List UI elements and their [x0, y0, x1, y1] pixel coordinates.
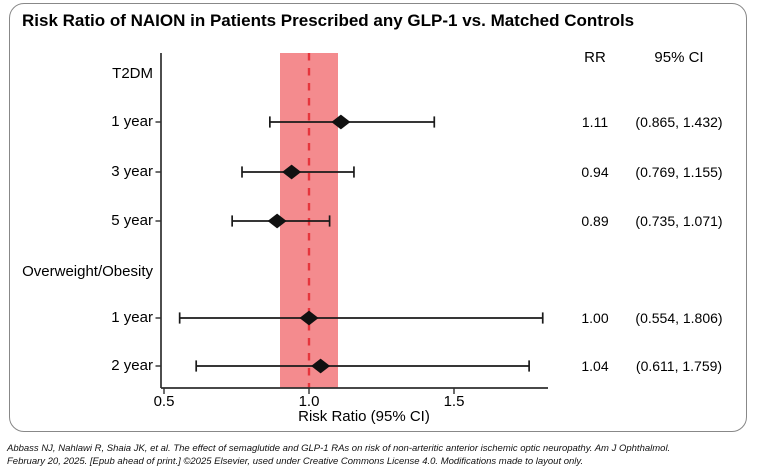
row-label: 2 year [111, 357, 153, 374]
rr-value: 0.89 [581, 213, 609, 229]
row-label: 1 year [111, 309, 153, 326]
point-estimate-diamond [331, 114, 351, 130]
ci-value: (0.735, 1.071) [635, 213, 723, 229]
citation-footer: Abbass NJ, Nahlawi R, Shaia JK, et al. T… [7, 442, 757, 468]
ci-value: (0.865, 1.432) [635, 114, 723, 130]
ci-value: (0.554, 1.806) [635, 310, 723, 326]
figure-border-box [9, 3, 747, 432]
ci-value: (0.611, 1.759) [635, 358, 723, 374]
ci-column-header: 95% CI [654, 49, 704, 66]
citation-line-1: Abbass NJ, Nahlawi R, Shaia JK, et al. T… [7, 443, 671, 454]
group-label: Overweight/Obesity [22, 263, 153, 280]
x-tick-label: 0.5 [153, 393, 175, 410]
x-axis-title: Risk Ratio (95% CI) [298, 408, 430, 425]
row-label: 3 year [111, 163, 153, 180]
point-estimate-diamond [299, 310, 319, 326]
citation-line-2: February 20, 2025. [Epub ahead of print.… [7, 456, 584, 467]
row-label: 1 year [111, 113, 153, 130]
chart-title: Risk Ratio of NAION in Patients Prescrib… [22, 11, 635, 30]
point-estimate-diamond [282, 164, 302, 180]
ci-value: (0.769, 1.155) [635, 164, 723, 180]
rr-value: 1.00 [581, 310, 609, 326]
rr-value: 1.04 [581, 358, 609, 374]
rr-value: 1.11 [581, 114, 609, 130]
rr-value: 0.94 [581, 164, 609, 180]
point-estimate-diamond [311, 358, 331, 374]
point-estimate-diamond [267, 213, 287, 229]
x-tick-label: 1.0 [298, 393, 320, 410]
x-tick-label: 1.5 [443, 393, 465, 410]
group-label: T2DM [112, 65, 153, 82]
rr-column-header: RR [584, 49, 606, 66]
row-label: 5 year [111, 212, 153, 229]
